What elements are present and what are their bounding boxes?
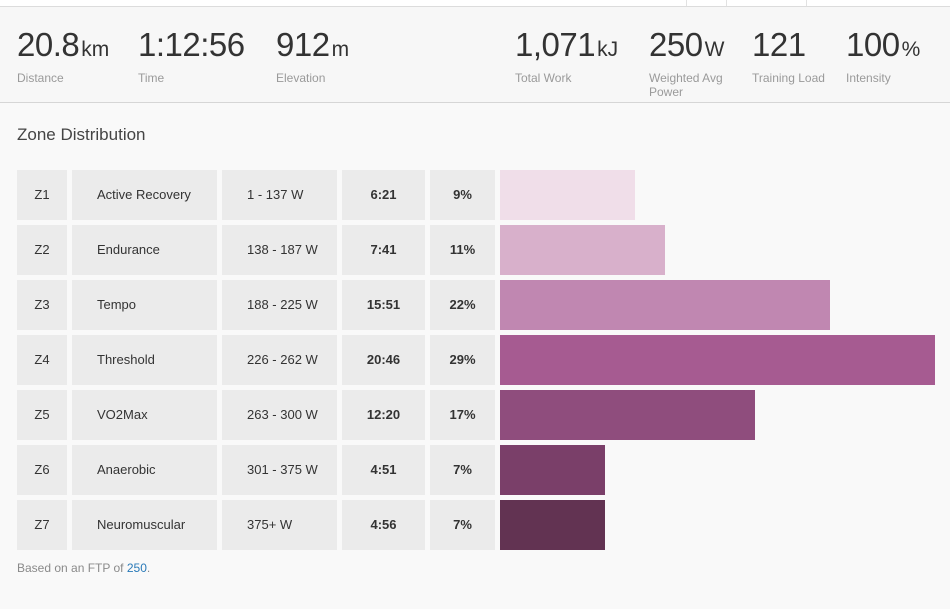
zone-name: Active Recovery: [72, 170, 217, 220]
stat-label: Training Load: [752, 71, 825, 85]
ftp-footnote: Based on an FTP of 250.: [17, 561, 150, 575]
zone-bar: [500, 445, 605, 495]
zone-power-range: 263 - 300 W: [222, 390, 337, 440]
zone-percent: 22%: [430, 280, 495, 330]
zone-row: Z2 Endurance 138 - 187 W 7:41 11%: [17, 225, 937, 275]
stat-unit: m: [331, 38, 350, 61]
zone-label: Z3: [17, 280, 67, 330]
zone-time: 12:20: [342, 390, 425, 440]
zone-row: Z4 Threshold 226 - 262 W 20:46 29%: [17, 335, 937, 385]
zone-percent: 29%: [430, 335, 495, 385]
zone-distribution-title: Zone Distribution: [17, 125, 146, 144]
zone-power-range: 226 - 262 W: [222, 335, 337, 385]
zone-power-range: 1 - 137 W: [222, 170, 337, 220]
zone-bar: [500, 225, 665, 275]
stat-value: 1,071: [515, 26, 596, 63]
zone-row: Z6 Anaerobic 301 - 375 W 4:51 7%: [17, 445, 937, 495]
stat-value: 250: [649, 26, 703, 63]
zone-label: Z2: [17, 225, 67, 275]
zone-name: Endurance: [72, 225, 217, 275]
stat-unit: km: [81, 38, 110, 61]
zone-name: Tempo: [72, 280, 217, 330]
zone-row: Z5 VO2Max 263 - 300 W 12:20 17%: [17, 390, 937, 440]
summary-stats-bar: 20.8km Distance 1:12:56 Time 912m Elevat…: [0, 7, 950, 103]
stat-label: Distance: [17, 71, 64, 85]
stat-label: Intensity: [846, 71, 891, 85]
footnote-text: Based on an FTP of: [17, 561, 127, 575]
stat-value: 121: [752, 26, 806, 63]
stat-label: Weighted Avg Power: [649, 71, 723, 99]
stat-label: Time: [138, 71, 165, 85]
zone-power-range: 301 - 375 W: [222, 445, 337, 495]
stat-intensity: 100% Intensity: [846, 26, 921, 86]
zone-label: Z7: [17, 500, 67, 550]
top-strip: [0, 0, 950, 7]
zone-time: 6:21: [342, 170, 425, 220]
stat-value: 912: [276, 26, 330, 63]
stat-weighted-avg-power: 250W Weighted Avg Power: [649, 26, 729, 100]
zone-name: VO2Max: [72, 390, 217, 440]
stat-label: Elevation: [276, 71, 326, 85]
zone-power-range: 188 - 225 W: [222, 280, 337, 330]
footnote-suffix: .: [146, 561, 151, 575]
zone-row: Z7 Neuromuscular 375+ W 4:56 7%: [17, 500, 937, 550]
zone-name: Threshold: [72, 335, 217, 385]
zone-row: Z1 Active Recovery 1 - 137 W 6:21 9%: [17, 170, 937, 220]
zone-power-range: 138 - 187 W: [222, 225, 337, 275]
stat-training-load: 121 Training Load: [752, 26, 825, 86]
zone-percent: 7%: [430, 445, 495, 495]
zone-percent: 11%: [430, 225, 495, 275]
zone-time: 4:56: [342, 500, 425, 550]
strip-divider: [726, 0, 727, 6]
stat-value: 1:12:56: [138, 26, 245, 63]
strip-divider: [806, 0, 807, 6]
zone-power-range: 375+ W: [222, 500, 337, 550]
zone-percent: 9%: [430, 170, 495, 220]
zone-label: Z6: [17, 445, 67, 495]
zone-bar: [500, 170, 635, 220]
zone-percent: 17%: [430, 390, 495, 440]
zone-time: 4:51: [342, 445, 425, 495]
zone-row: Z3 Tempo 188 - 225 W 15:51 22%: [17, 280, 937, 330]
zone-bar: [500, 335, 935, 385]
zone-time: 15:51: [342, 280, 425, 330]
zone-time: 20:46: [342, 335, 425, 385]
stat-unit: kJ: [597, 38, 619, 61]
zone-label: Z1: [17, 170, 67, 220]
stat-value: 100: [846, 26, 900, 63]
strip-divider: [686, 0, 687, 6]
zone-name: Neuromuscular: [72, 500, 217, 550]
zone-label: Z5: [17, 390, 67, 440]
stat-unit: W: [704, 38, 725, 61]
stat-time: 1:12:56 Time: [138, 26, 247, 86]
zone-percent: 7%: [430, 500, 495, 550]
stat-unit: %: [901, 38, 921, 61]
zone-time: 7:41: [342, 225, 425, 275]
zone-bar: [500, 390, 755, 440]
stat-total-work: 1,071kJ Total Work: [515, 26, 619, 86]
stat-value: 20.8: [17, 26, 80, 63]
stat-distance: 20.8km Distance: [17, 26, 110, 86]
stat-elevation: 912m Elevation: [276, 26, 350, 86]
zone-bar: [500, 500, 605, 550]
zone-label: Z4: [17, 335, 67, 385]
zone-name: Anaerobic: [72, 445, 217, 495]
ftp-link[interactable]: 250: [126, 561, 147, 575]
zone-bar: [500, 280, 830, 330]
stat-label: Total Work: [515, 71, 572, 85]
